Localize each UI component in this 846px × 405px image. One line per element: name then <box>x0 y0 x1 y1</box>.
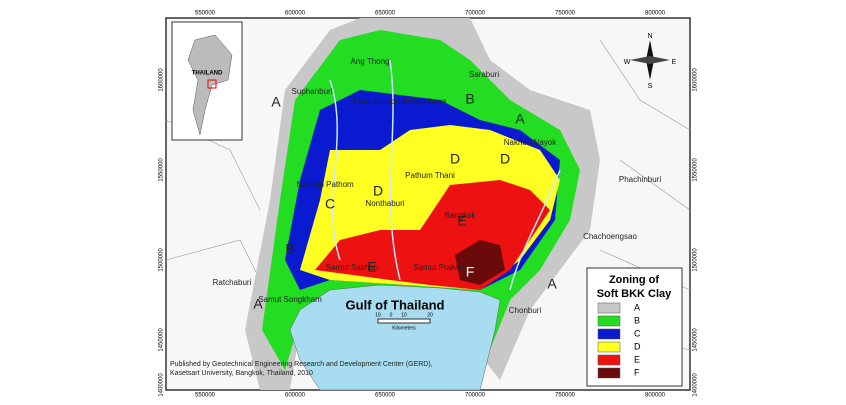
legend-swatch <box>597 341 621 353</box>
compass-label: N <box>647 33 652 40</box>
legend-swatch <box>597 302 621 314</box>
place-label: Ratchaburi <box>213 278 252 287</box>
place-label: Bangkok <box>444 211 476 220</box>
grid-label-top: 700000 <box>465 11 486 17</box>
grid-label-left: 1500000 <box>159 248 165 272</box>
rivers <box>329 59 561 291</box>
place-label: Chachoengsao <box>583 232 637 241</box>
zone-label: B <box>285 241 294 257</box>
zone-label: F <box>466 264 475 280</box>
place-label: Samut Sakhon <box>326 263 378 272</box>
grid-label-top: 600000 <box>285 11 306 17</box>
place-label: Phra Nakhon Si Ayutthaya <box>353 97 447 106</box>
grid-label-bottom: 550000 <box>195 393 216 399</box>
legend-box <box>586 267 683 387</box>
legend-label: E <box>634 354 640 364</box>
place-label: Ang Thong <box>351 57 390 66</box>
grid-label-right: 1600000 <box>693 68 699 92</box>
grid-label-top: 650000 <box>375 11 396 17</box>
grid-label-bottom: 800000 <box>645 393 666 399</box>
legend-title: Soft BKK Clay <box>597 288 672 300</box>
grid-label-bottom: 750000 <box>555 393 576 399</box>
place-label: Suphanburi <box>292 87 333 96</box>
compass-label: E <box>672 59 677 66</box>
zone-label: A <box>547 276 557 292</box>
legend-label: B <box>634 315 640 325</box>
place-label: Samut Prakarn <box>413 263 466 272</box>
grid-label-right: 1550000 <box>693 158 699 182</box>
zone-label: A <box>271 94 281 110</box>
place-label: Phachinburi <box>619 175 661 184</box>
place-label: Chonburi <box>509 306 542 315</box>
legend-swatch <box>597 367 621 379</box>
zone-label: D <box>373 183 383 199</box>
grid-label-top: 750000 <box>555 11 576 17</box>
zone-label: A <box>515 111 525 127</box>
grid-label-top: 550000 <box>195 11 216 17</box>
grid-label-right: 1450000 <box>693 328 699 352</box>
legend-swatch <box>597 315 621 327</box>
legend-label: C <box>634 328 641 338</box>
place-label: Nakhon Pathom <box>296 180 354 189</box>
boundaries <box>165 39 691 351</box>
credit: Published by Geotechnical Engineering Re… <box>170 361 433 368</box>
zone-label: D <box>450 151 460 167</box>
grid-label-bottom: 650000 <box>375 393 396 399</box>
inset-country <box>187 34 233 136</box>
inset-label: THAILAND <box>192 71 223 77</box>
sea-label: Gulf of Thailand <box>346 297 445 312</box>
legend-label: F <box>634 367 640 377</box>
zone-label: A <box>253 296 263 312</box>
scale-tick: 20 <box>427 312 433 318</box>
grid-label-left: 1550000 <box>159 158 165 182</box>
scale-tick: 10 <box>401 312 407 318</box>
place-label: Saraburi <box>469 70 499 79</box>
zone-label: D <box>500 151 510 167</box>
legend-title: Zoning of <box>609 274 659 286</box>
zone-label: C <box>325 196 335 212</box>
compass-label: W <box>624 59 631 66</box>
place-label: Nonthaburi <box>365 199 404 208</box>
scale-bar <box>377 318 431 324</box>
legend-swatch <box>597 354 621 366</box>
scale-unit: Kilometers <box>392 325 416 331</box>
compass-needle <box>630 56 670 64</box>
grid-label-right: 1400000 <box>693 373 699 397</box>
scale-tick: 0 <box>390 312 393 318</box>
place-label: Samut Songkham <box>258 295 322 304</box>
legend-label: D <box>634 341 641 351</box>
zone-label: E <box>367 259 376 275</box>
grid-label-left: 1400000 <box>159 373 165 397</box>
scale-tick: 10 <box>375 312 381 318</box>
grid-label-top: 800000 <box>645 11 666 17</box>
grid-label-right: 1500000 <box>693 248 699 272</box>
zone-label: E <box>457 213 466 229</box>
province-lines <box>165 39 691 351</box>
sea <box>289 284 501 391</box>
compass <box>630 40 670 80</box>
grid-label-left: 1600000 <box>159 68 165 92</box>
grid-label-left: 1450000 <box>159 328 165 352</box>
grid-label-bottom: 700000 <box>465 393 486 399</box>
grid-label-bottom: 600000 <box>285 393 306 399</box>
legend-swatch <box>597 328 621 340</box>
zone-label: B <box>465 91 474 107</box>
legend-label: A <box>634 302 640 312</box>
credit: Kasetsart University, Bangkok, Thailand,… <box>170 370 313 377</box>
place-label: Pathum Thani <box>405 171 455 180</box>
place-label: Nakhon Nayok <box>504 138 557 147</box>
zone-f <box>455 240 505 285</box>
inset-marker <box>207 79 217 89</box>
compass-label: S <box>648 83 653 90</box>
